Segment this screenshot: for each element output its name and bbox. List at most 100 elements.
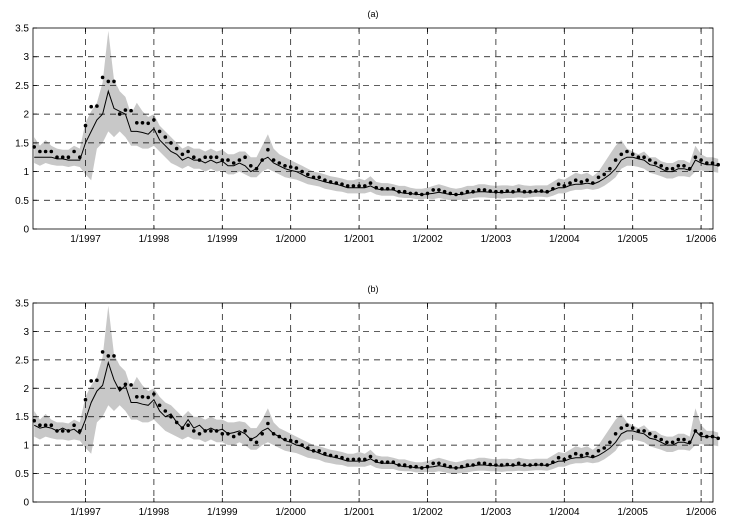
observed-point [43, 149, 48, 154]
observed-series [32, 75, 720, 197]
observed-point [351, 457, 356, 462]
observed-point [55, 155, 59, 159]
observed-point [123, 382, 128, 387]
observed-point [539, 462, 544, 467]
observed-point [454, 192, 458, 197]
observed-point [670, 440, 675, 445]
observed-point [534, 189, 538, 193]
observed-point [271, 158, 276, 162]
observed-series [32, 350, 720, 470]
observed-point [226, 158, 230, 162]
observed-point [402, 189, 407, 194]
observed-point [602, 446, 606, 450]
observed-point [146, 395, 150, 400]
observed-point [505, 189, 510, 193]
observed-point [328, 180, 333, 184]
observed-point [516, 188, 521, 192]
observed-point [608, 166, 612, 171]
observed-point [357, 457, 361, 462]
x-tick-label: 1/2000 [275, 234, 306, 245]
observed-point [442, 189, 447, 194]
observed-point [95, 104, 99, 108]
observed-point [231, 161, 236, 165]
observed-point [545, 189, 549, 194]
observed-point [636, 155, 641, 159]
observed-point [568, 454, 572, 459]
observed-point [78, 429, 82, 433]
axes-frame [32, 302, 714, 503]
observed-point [682, 164, 686, 168]
observed-point [340, 182, 344, 186]
observed-point [129, 383, 133, 387]
observed-point [630, 426, 635, 430]
observed-point [192, 429, 196, 433]
observed-point [271, 432, 276, 436]
panel-title: (a) [368, 9, 379, 19]
observed-point [192, 155, 196, 159]
observed-point [72, 149, 76, 154]
observed-point [562, 184, 567, 188]
observed-point [237, 432, 242, 436]
y-tick-label: 0.5 [15, 469, 29, 480]
observed-point [277, 161, 282, 165]
y-tick-label: 3 [23, 327, 29, 338]
grid [33, 28, 713, 229]
observed-point [89, 104, 93, 109]
observed-point [340, 455, 344, 460]
observed-point [705, 161, 709, 165]
panel-title: (b) [368, 284, 379, 294]
observed-point [465, 189, 470, 194]
observed-point [477, 188, 481, 192]
observed-point [676, 437, 681, 442]
grid [33, 303, 713, 502]
observed-point [157, 129, 162, 134]
x-tick-label: 1/1997 [70, 234, 101, 245]
observed-point [60, 429, 65, 433]
observed-point [180, 426, 185, 430]
observed-point [665, 166, 669, 171]
observed-point [414, 464, 418, 469]
x-tick-label: 1/2005 [617, 234, 648, 245]
observed-point [459, 191, 464, 196]
observed-point [186, 149, 190, 154]
x-tick-label: 1/2005 [617, 507, 648, 518]
observed-point [391, 460, 396, 465]
observed-point [425, 464, 430, 469]
observed-point [511, 463, 515, 467]
observed-point [100, 350, 105, 354]
observed-point [573, 178, 578, 182]
observed-point [391, 187, 396, 191]
x-tick-label: 1/1997 [70, 507, 101, 518]
observed-point [613, 432, 618, 436]
observed-point [522, 189, 527, 194]
observed-point [163, 135, 168, 139]
observed-point [152, 392, 156, 396]
observed-point [442, 463, 447, 467]
observed-point [591, 181, 595, 185]
observed-point [140, 121, 145, 125]
x-tick-label: 1/1998 [139, 507, 170, 518]
observed-point [437, 461, 441, 466]
observed-point [66, 155, 71, 159]
observed-point [545, 463, 549, 467]
observed-point [596, 175, 601, 180]
observed-point [106, 79, 111, 84]
observed-point [551, 460, 555, 465]
observed-point [585, 178, 589, 182]
observed-point [591, 454, 595, 459]
observed-point [636, 429, 641, 433]
observed-point [283, 437, 287, 442]
observed-point [220, 432, 225, 436]
observed-point [676, 164, 681, 168]
observed-point [710, 434, 715, 439]
observed-point [334, 454, 339, 459]
observed-point [55, 429, 59, 433]
observed-point [471, 463, 475, 467]
y-tick-label: 1 [23, 167, 29, 178]
observed-point [494, 463, 498, 467]
observed-point [203, 429, 207, 433]
observed-point [43, 423, 48, 428]
observed-point [642, 429, 646, 433]
observed-point [397, 463, 401, 467]
